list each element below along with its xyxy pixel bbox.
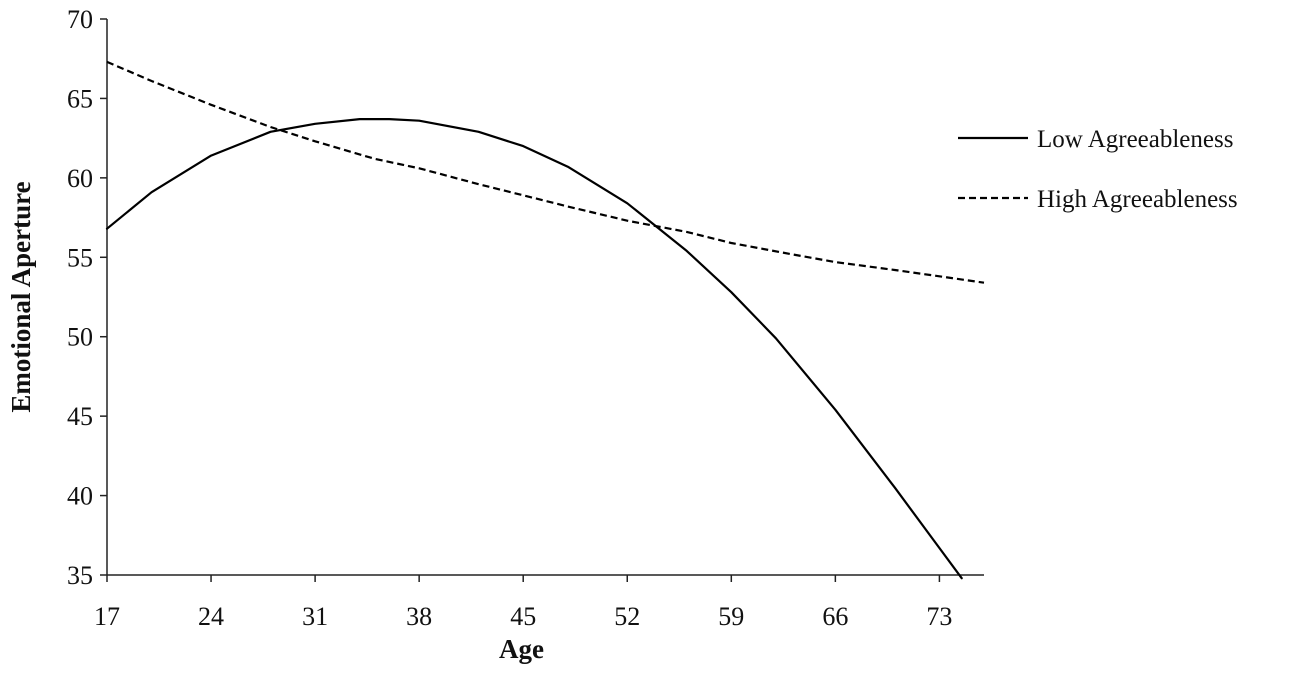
y-ticks: 35 40 45 50 55 60 65 70	[67, 5, 107, 590]
y-tick-label: 35	[67, 561, 93, 590]
y-tick-label: 65	[67, 84, 93, 113]
legend-label-2: High Agreeableness	[1037, 186, 1238, 213]
x-tick-label: 38	[406, 602, 432, 631]
x-tick-label: 31	[302, 602, 328, 631]
y-tick-label: 70	[67, 5, 93, 34]
y-tick-label: 45	[67, 402, 93, 431]
x-tick-label: 66	[822, 602, 848, 631]
x-tick-label: 45	[510, 602, 536, 631]
y-axis-title: Emotional Aperture	[6, 181, 36, 412]
y-tick-label: 55	[67, 243, 93, 272]
legend: Low Agreeableness High Agreeableness	[958, 126, 1238, 213]
axes	[106, 19, 984, 576]
x-ticks: 17 24 31 38 45 52 59 66 73	[94, 575, 952, 631]
y-tick-label: 50	[67, 323, 93, 352]
x-tick-label: 59	[718, 602, 744, 631]
x-tick-label: 73	[926, 602, 952, 631]
x-tick-label: 24	[198, 602, 224, 631]
x-tick-label: 17	[94, 602, 120, 631]
series-layer	[105, 60, 985, 580]
x-tick-label: 52	[614, 602, 640, 631]
legend-label-1: Low Agreeableness	[1037, 126, 1233, 153]
series-line-2	[106, 60, 985, 284]
y-tick-label: 60	[67, 164, 93, 193]
series-line-1	[105, 117, 963, 580]
y-tick-label: 40	[67, 482, 93, 511]
x-axis-title: Age	[499, 634, 544, 664]
